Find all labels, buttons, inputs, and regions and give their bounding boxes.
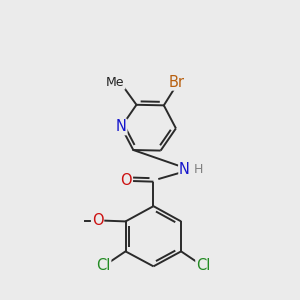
Text: N: N	[116, 119, 127, 134]
Text: Me: Me	[106, 76, 125, 89]
Text: O: O	[121, 173, 132, 188]
Text: O: O	[92, 213, 103, 228]
Text: H: H	[194, 163, 203, 176]
Text: N: N	[179, 162, 190, 177]
Text: Cl: Cl	[196, 258, 211, 273]
Text: Br: Br	[169, 75, 184, 90]
Text: Cl: Cl	[96, 258, 110, 273]
